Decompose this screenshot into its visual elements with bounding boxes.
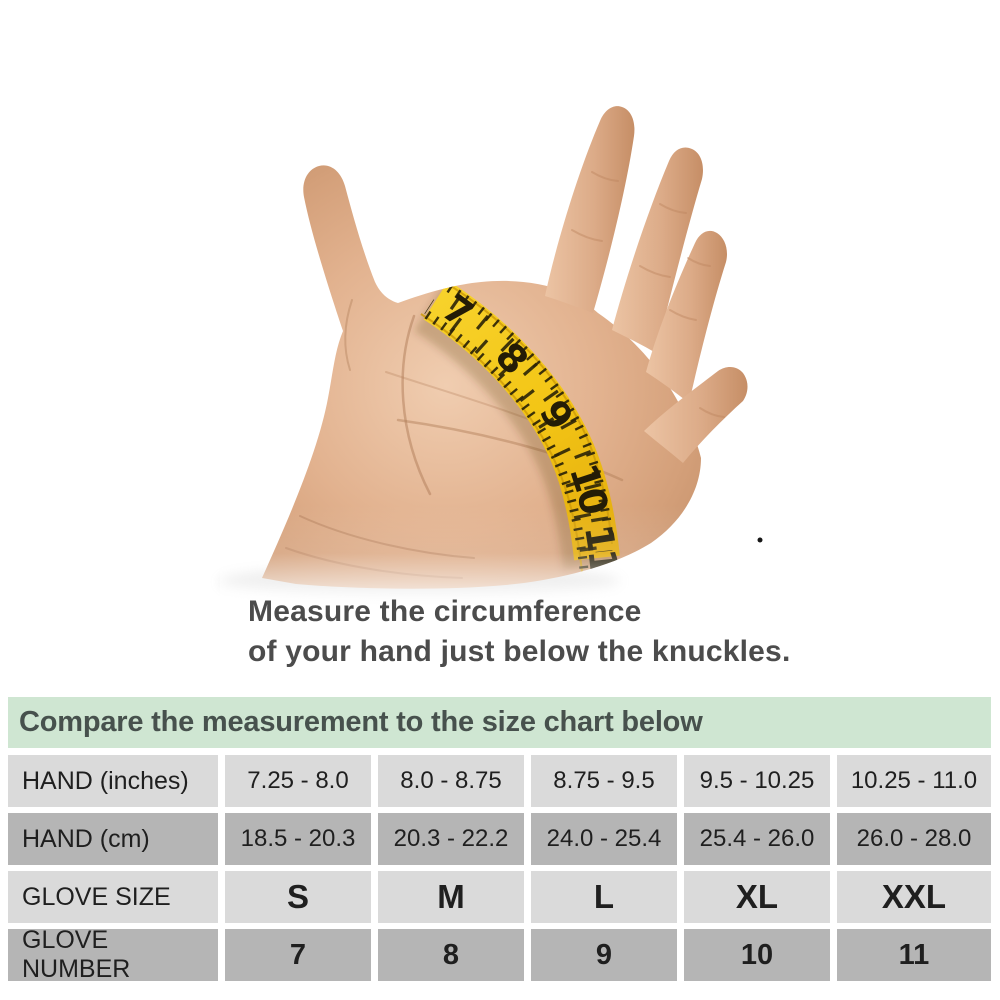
hand-cm-value-xl: 25.4 - 26.0: [684, 813, 830, 865]
hand-cm-value-s: 18.5 - 20.3: [225, 813, 371, 865]
glove-size-m: M: [378, 871, 524, 923]
caption-line-2: of your hand just below the knuckles.: [248, 635, 791, 668]
size-chart-banner: Compare the measurement to the size char…: [8, 697, 991, 748]
hand-cm-value-xxl: 26.0 - 28.0: [837, 813, 991, 865]
hand-inches-value-xxl: 10.25 - 11.0: [837, 755, 991, 807]
row-label-glove-number: GLOVE NUMBER: [8, 926, 218, 983]
middle-finger: [612, 147, 703, 353]
row-label-hand-inches: HAND (inches): [8, 755, 218, 807]
row-label-glove-size: GLOVE SIZE: [8, 871, 218, 923]
hand-cm-value-l: 24.0 - 25.4: [531, 813, 677, 865]
glove-number-10: 10: [684, 929, 830, 981]
photo-bottom-fade: [220, 505, 840, 665]
hand-inches-value-m: 8.0 - 8.75: [378, 755, 524, 807]
hand-cm-value-m: 20.3 - 22.2: [378, 813, 524, 865]
hand-with-tape-photo: 7 8 9 10 11: [220, 106, 840, 665]
glove-size-xl: XL: [684, 871, 830, 923]
glove-size-xxl: XXL: [837, 871, 991, 923]
index-finger: [545, 106, 635, 313]
glove-size-s: S: [225, 871, 371, 923]
glove-size-l: L: [531, 871, 677, 923]
hand-inches-value-l: 8.75 - 9.5: [531, 755, 677, 807]
row-label-hand-cm: HAND (cm): [8, 813, 218, 865]
pinky-finger: [644, 367, 748, 463]
banner-title: Compare the measurement to the size char…: [19, 706, 703, 738]
ring-finger: [646, 230, 727, 403]
glove-number-11: 11: [837, 929, 991, 981]
glove-number-9: 9: [531, 929, 677, 981]
glove-number-7: 7: [225, 929, 371, 981]
hand-inches-value-s: 7.25 - 8.0: [225, 755, 371, 807]
hand-inches-value-xl: 9.5 - 10.25: [684, 755, 830, 807]
glove-number-8: 8: [378, 929, 524, 981]
measure-caption: Measure the circumference of your hand j…: [248, 592, 790, 672]
caption-line-1: Measure the circumference: [248, 595, 642, 628]
photo-speck: [757, 537, 763, 543]
size-chart-table: HAND (inches) 7.25 - 8.0 8.0 - 8.75 8.75…: [8, 755, 991, 983]
